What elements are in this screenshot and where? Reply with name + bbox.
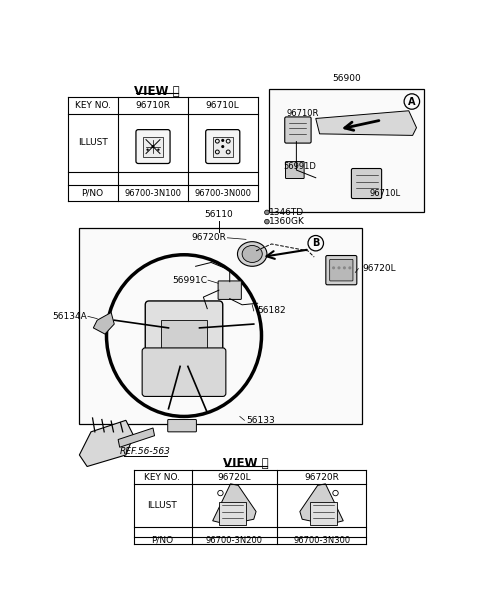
Text: 96710R: 96710R [286,109,319,118]
Circle shape [221,145,224,148]
FancyBboxPatch shape [326,255,357,285]
FancyBboxPatch shape [286,162,304,178]
Text: 96720L: 96720L [217,473,251,482]
Bar [269,89,424,212]
Ellipse shape [242,245,262,263]
FancyBboxPatch shape [145,301,223,370]
Text: 96720R: 96720R [304,473,339,482]
Text: VIEW Ⓑ: VIEW Ⓑ [223,458,269,470]
Circle shape [343,266,346,269]
Text: 96700-3N100: 96700-3N100 [124,189,181,197]
Text: ILLUST: ILLUST [147,501,177,510]
Circle shape [264,220,269,224]
Text: 96720L: 96720L [362,264,396,273]
Text: 1360GK: 1360GK [269,217,305,226]
Text: 96700-3N300: 96700-3N300 [293,536,350,545]
Text: 96700-3N000: 96700-3N000 [194,189,251,197]
Polygon shape [213,484,256,525]
Circle shape [146,148,149,151]
FancyBboxPatch shape [142,348,226,397]
Text: P/NO: P/NO [151,536,173,545]
Bar [161,320,207,351]
Circle shape [348,266,351,269]
Circle shape [152,145,155,148]
FancyBboxPatch shape [168,419,196,432]
Text: 96710L: 96710L [206,101,240,110]
Bar [219,502,246,525]
Text: 56110: 56110 [204,210,233,219]
Bar [310,502,336,525]
Text: KEY NO.: KEY NO. [144,473,180,482]
FancyBboxPatch shape [285,117,311,143]
Text: REF.56-563: REF.56-563 [120,446,171,456]
Text: VIEW Ⓐ: VIEW Ⓐ [134,85,180,98]
Text: 96710L: 96710L [370,189,401,197]
FancyBboxPatch shape [136,130,170,164]
Text: 56133: 56133 [246,416,275,425]
Polygon shape [316,111,417,135]
Polygon shape [300,484,343,525]
Bar [79,228,362,424]
Text: 96700-3N200: 96700-3N200 [206,536,263,545]
Circle shape [332,266,335,269]
Text: KEY NO.: KEY NO. [74,101,110,110]
Polygon shape [118,428,155,447]
Text: 56134A: 56134A [52,312,87,321]
FancyBboxPatch shape [351,169,382,199]
Circle shape [221,139,224,142]
Ellipse shape [238,242,267,266]
Text: P/NO: P/NO [82,189,104,197]
Text: B: B [312,238,319,248]
FancyBboxPatch shape [330,260,353,281]
FancyBboxPatch shape [218,281,241,300]
Polygon shape [93,312,114,334]
Bar [143,137,163,157]
Circle shape [264,210,269,215]
Text: 56991C: 56991C [172,276,207,285]
Circle shape [157,148,159,151]
Bar [213,137,233,157]
Text: 96720R: 96720R [192,233,227,242]
Text: A: A [408,97,416,106]
Polygon shape [79,420,133,467]
Text: 1346TD: 1346TD [269,208,304,217]
FancyBboxPatch shape [206,130,240,164]
Text: 56900: 56900 [332,74,361,83]
Text: 56182: 56182 [258,306,286,315]
Text: 96710R: 96710R [135,101,170,110]
Text: ILLUST: ILLUST [78,138,108,147]
Circle shape [337,266,340,269]
Text: 56991D: 56991D [283,162,316,171]
